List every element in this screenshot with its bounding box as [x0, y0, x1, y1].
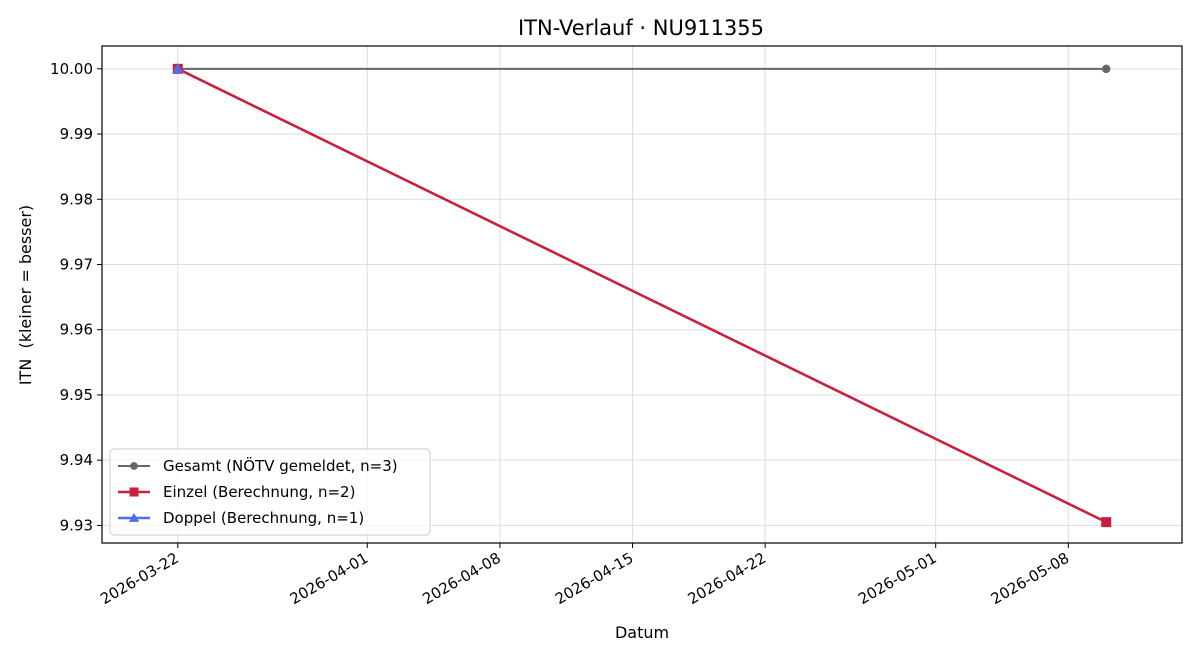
legend-entries: Gesamt (NÖTV gemeldet, n=3) Einzel (Berec…: [118, 456, 398, 527]
y-tick-label: 9.96: [60, 321, 93, 339]
x-axis-label: Datum: [615, 623, 669, 642]
legend-marker-gesamt: [130, 462, 138, 470]
legend: Gesamt (NÖTV gemeldet, n=3) Einzel (Berec…: [109, 448, 431, 536]
y-tick-label: 9.98: [60, 190, 93, 208]
y-tick-label: 9.93: [60, 516, 93, 534]
data-point-gesamt: [1101, 64, 1111, 74]
legend-marker-einzel: [129, 487, 139, 497]
y-tick-label: 9.94: [60, 451, 93, 469]
chart-title: ITN-Verlauf · NU911355: [518, 16, 764, 40]
y-tick-label: 9.95: [60, 386, 93, 404]
y-axis-label: ITN (kleiner = besser): [16, 205, 35, 385]
legend-box: [109, 448, 431, 536]
legend-marker-doppel: [128, 512, 140, 522]
legend-label-gesamt: Gesamt (NÖTV gemeldet, n=3): [163, 456, 398, 475]
y-tick-label: 9.99: [60, 125, 93, 143]
plot-frame: [101, 45, 1183, 544]
legend-label-einzel: Einzel (Berechnung, n=2): [163, 483, 355, 501]
data-point-doppel: [172, 63, 184, 74]
series-layer: [172, 63, 1112, 528]
y-axis-ticks: 9.93 9.94 9.95 9.96 9.97 9.98 9.99 10.00: [50, 60, 102, 534]
y-tick-label: 9.97: [60, 255, 93, 273]
series-line-einzel: [177, 67, 1107, 524]
data-point-einzel: [1101, 517, 1112, 528]
legend-label-doppel: Doppel (Berechnung, n=1): [163, 509, 364, 527]
y-tick-label: 10.00: [50, 60, 93, 78]
